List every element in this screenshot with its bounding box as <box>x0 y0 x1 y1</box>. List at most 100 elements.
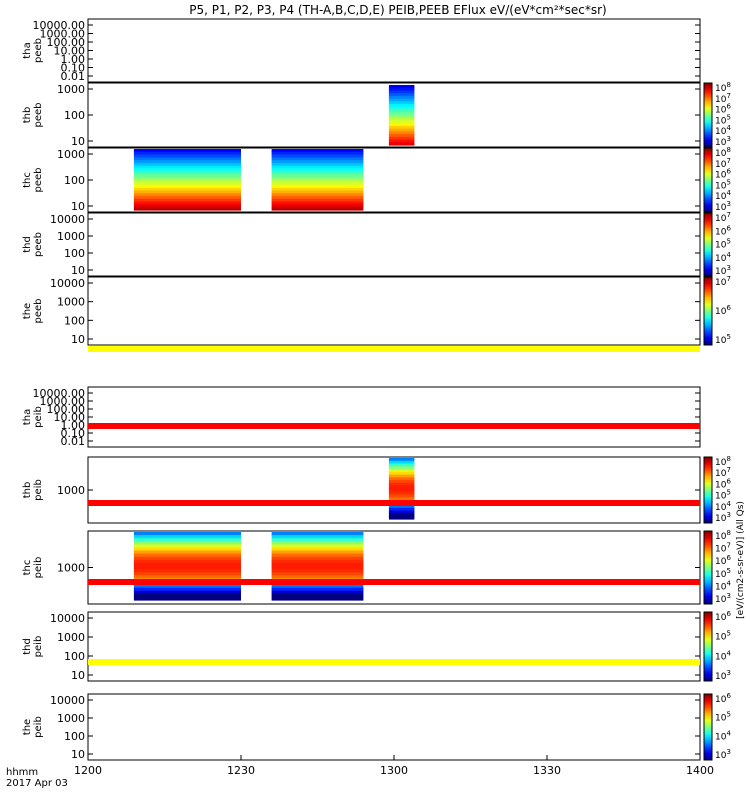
heatmap-cell <box>133 550 241 555</box>
heatmap-cell <box>271 165 364 170</box>
heatmap-cell <box>271 160 364 164</box>
colorbar-tick-label: 105 <box>715 630 731 643</box>
y-tick-label: 100 <box>64 314 85 327</box>
panel-probe-label: the <box>22 719 33 735</box>
heatmap-cell <box>388 505 415 509</box>
colorbar-tick-label: 105 <box>715 333 731 346</box>
y-tick-label: 1000 <box>57 712 85 725</box>
heatmap-cell <box>133 596 241 601</box>
heatmap-cell <box>133 171 241 175</box>
colorbar-tick-label: 106 <box>715 610 731 623</box>
heatmap-cell <box>133 162 241 167</box>
colorbar-tick-label: 104 <box>715 579 731 592</box>
colorbar-tick-label: 103 <box>715 264 731 277</box>
heatmap-cell <box>388 123 415 127</box>
heatmap-cell <box>133 185 241 189</box>
panel-probe-label: thc <box>22 172 33 188</box>
heatmap-cell <box>388 507 415 512</box>
panel-instrument-label: peeb <box>33 38 44 63</box>
heatmap-cell <box>133 584 241 589</box>
heatmap-cell <box>271 593 364 598</box>
y-tick-label: 1000 <box>57 148 85 161</box>
panel-frame <box>87 212 701 277</box>
heatmap-cell <box>271 532 364 536</box>
date-label: 2017 Apr 03 <box>6 778 68 789</box>
panel-instrument-label: peeb <box>33 103 44 128</box>
heatmap-cell <box>271 559 364 564</box>
colorbar-tick-label: 107 <box>715 275 731 288</box>
y-tick-label: 100 <box>64 650 85 663</box>
heatmap-cell <box>133 559 241 564</box>
status-bar-red <box>88 579 700 585</box>
spectrogram-block <box>271 149 364 211</box>
y-tick-label: 10 <box>71 333 85 346</box>
heatmap-cell <box>271 587 364 592</box>
y-tick-label: 1000 <box>57 296 85 309</box>
colorbar-scale <box>703 147 713 213</box>
colorbar-scale <box>703 693 713 761</box>
heatmap-cell <box>271 569 364 573</box>
x-tick-label: 1200 <box>74 764 102 777</box>
colorbar-scale <box>703 530 713 605</box>
y-tick-label: 10.00 <box>54 411 86 424</box>
heatmap-cell <box>133 541 241 545</box>
panel-probe-label: thb <box>22 482 33 499</box>
heatmap-cell <box>271 566 364 570</box>
heatmap-cell <box>133 566 241 570</box>
heatmap-cell <box>133 544 241 549</box>
heatmap-cell <box>388 466 415 470</box>
heatmap-cell <box>271 575 364 579</box>
colorbar-tick-label: 105 <box>715 711 731 724</box>
heatmap-cell <box>271 173 364 178</box>
colorbar-scale <box>703 456 713 524</box>
heatmap-cell <box>133 179 241 183</box>
heatmap-cell <box>388 477 415 481</box>
y-tick-label: 10000 <box>50 277 85 290</box>
heatmap-cell <box>271 187 364 192</box>
heatmap-cell <box>271 149 364 153</box>
heatmap-cell <box>388 458 415 462</box>
colorbar-tick-label: 106 <box>715 304 731 317</box>
y-tick-label: 1000.00 <box>40 28 86 41</box>
panel-instrument-label: peeb <box>33 232 44 257</box>
panel-probe-label: tha <box>22 42 33 58</box>
colorbar-tick-label: 105 <box>715 489 731 502</box>
y-tick-label: 1000 <box>57 484 85 497</box>
heatmap-cell <box>271 162 364 167</box>
heatmap-cell <box>388 469 415 473</box>
panel-instrument-label: peeb <box>33 168 44 193</box>
heatmap-cell <box>388 134 415 138</box>
y-tick-label: 10.00 <box>54 45 86 58</box>
x-tick-label: 1330 <box>533 764 561 777</box>
panel-frame <box>87 276 701 346</box>
heatmap-cell <box>133 151 241 156</box>
colorbar-tick-label: 105 <box>715 178 731 191</box>
x-tick-label: 1400 <box>686 764 714 777</box>
colorbar-tick-label: 107 <box>715 92 731 105</box>
colorbar-tick-label: 104 <box>715 500 731 513</box>
heatmap-cell <box>271 201 364 206</box>
spectrogram-block <box>271 532 364 601</box>
status-bar-yellow <box>88 659 700 665</box>
heatmap-cell <box>271 541 364 545</box>
panel-frame <box>87 18 701 83</box>
heatmap-cell <box>388 115 415 119</box>
colorbar-tick-label: 107 <box>715 466 731 479</box>
y-tick-label: 0.10 <box>61 62 86 75</box>
heatmap-cell <box>271 182 364 186</box>
heatmap-cell <box>388 112 415 116</box>
colorbar-tick-label: 107 <box>715 542 731 555</box>
heatmap-cell <box>271 556 364 561</box>
colorbar-tick-label: 104 <box>715 251 731 264</box>
panel-probe-label: thc <box>22 560 33 576</box>
heatmap-cell <box>133 187 241 192</box>
heatmap-cell <box>133 154 241 158</box>
heatmap-cell <box>133 204 241 208</box>
y-tick-label: 1.00 <box>61 53 86 66</box>
y-tick-label: 0.01 <box>61 435 86 448</box>
panel-instrument-label: peib <box>33 557 44 579</box>
